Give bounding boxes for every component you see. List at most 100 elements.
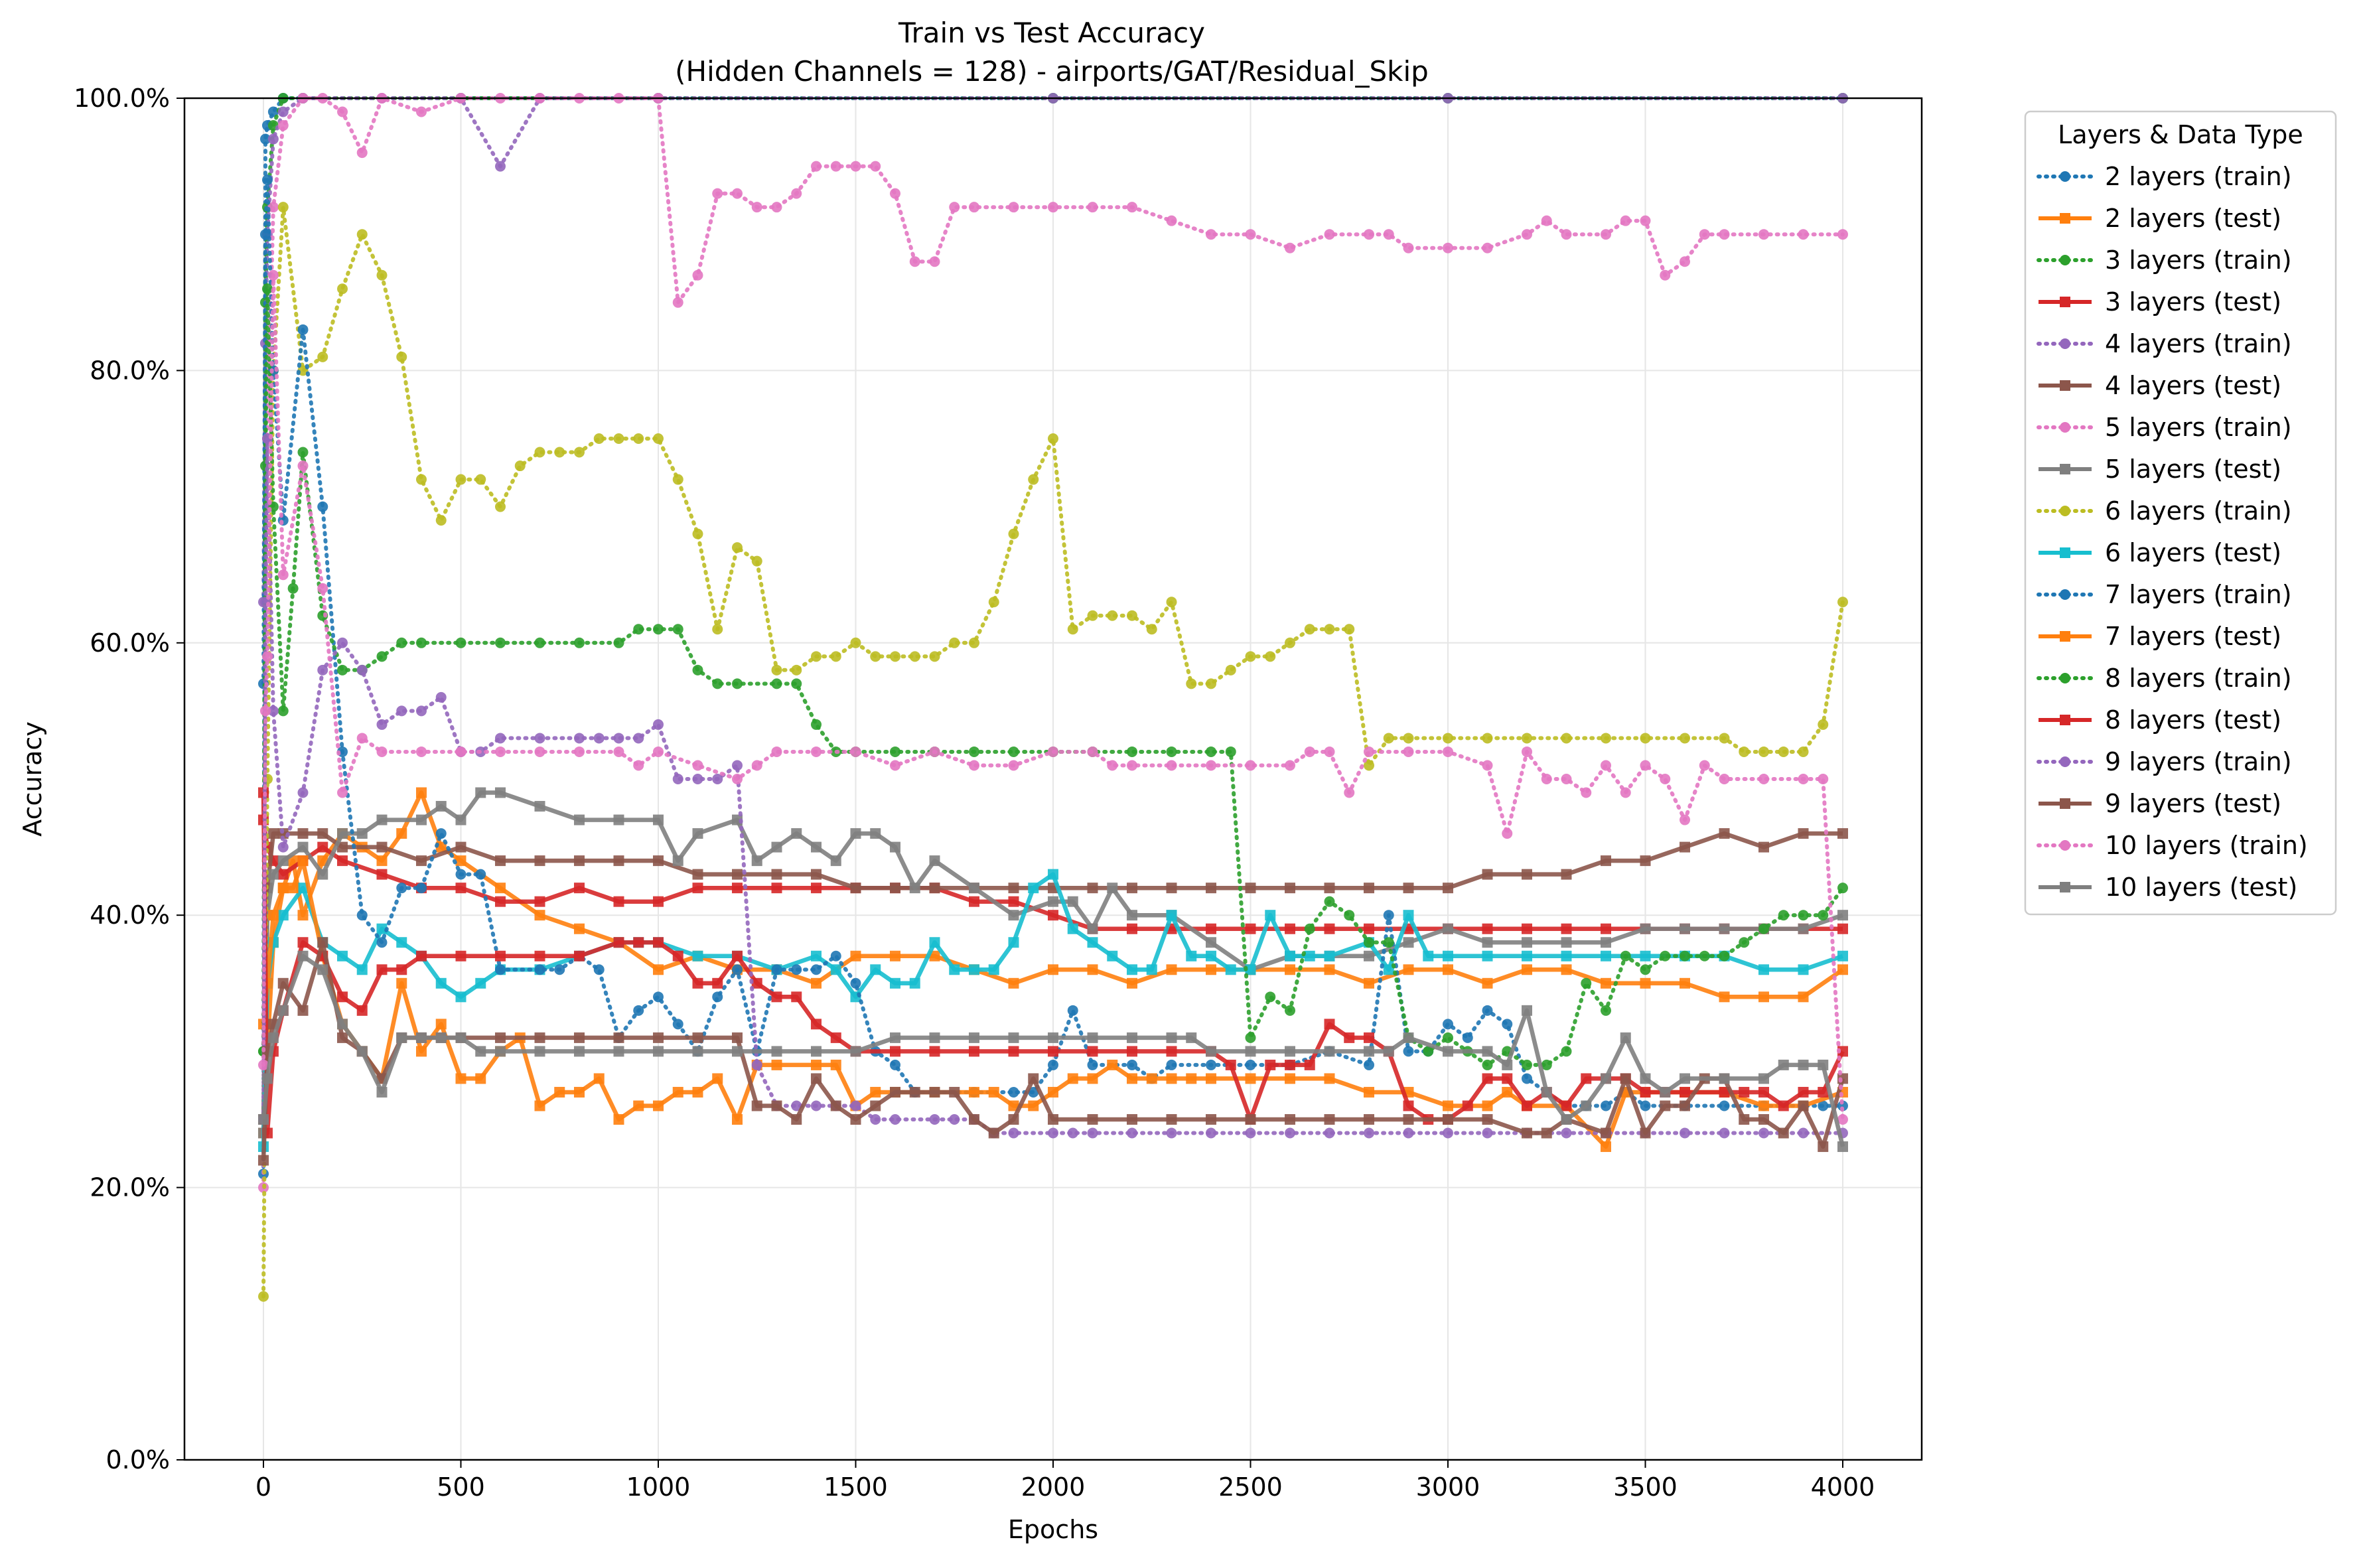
data-point <box>1443 1100 1453 1111</box>
data-point <box>1680 733 1690 744</box>
data-point <box>435 1032 447 1043</box>
data-point <box>1798 1127 1809 1139</box>
data-point <box>258 1059 269 1070</box>
data-point <box>277 569 289 581</box>
data-point <box>969 760 979 771</box>
data-point <box>1087 964 1098 975</box>
data-point <box>475 474 486 485</box>
data-point <box>1837 597 1848 608</box>
data-point <box>1324 1019 1335 1030</box>
data-point <box>1245 229 1256 240</box>
data-point <box>830 1059 841 1070</box>
data-point <box>593 733 605 744</box>
data-point <box>771 964 782 975</box>
data-point <box>455 950 466 962</box>
data-point <box>396 637 407 648</box>
data-point <box>337 637 348 648</box>
data-point <box>534 1032 545 1043</box>
data-point <box>1719 828 1730 839</box>
data-point <box>416 950 427 962</box>
data-point <box>1048 1059 1058 1070</box>
data-point <box>1620 1073 1631 1084</box>
data-point <box>1482 760 1493 771</box>
data-point <box>811 964 822 975</box>
legend-label: 7 layers (train) <box>2105 580 2292 609</box>
data-point <box>1699 229 1710 240</box>
data-point <box>1403 883 1414 894</box>
data-point <box>396 705 407 717</box>
data-point <box>1048 1127 1058 1139</box>
data-point <box>633 733 644 744</box>
data-point <box>1640 923 1651 934</box>
data-point <box>1245 1059 1256 1070</box>
data-point <box>1166 964 1177 975</box>
data-point <box>890 1114 900 1125</box>
data-point <box>1778 1059 1789 1070</box>
data-point <box>1522 964 1532 975</box>
data-point <box>1581 1073 1592 1084</box>
data-point <box>277 106 289 117</box>
data-point <box>870 1114 881 1125</box>
legend-entry: 7 layers (train) <box>2037 580 2292 609</box>
data-point <box>1364 1086 1374 1098</box>
data-point <box>1383 937 1394 948</box>
data-point <box>495 733 506 744</box>
data-point <box>909 256 920 267</box>
data-point <box>1403 242 1414 253</box>
data-point <box>1127 746 1137 757</box>
data-point <box>1166 1032 1177 1043</box>
data-point <box>1324 1073 1335 1084</box>
data-point <box>435 515 447 526</box>
data-point <box>297 461 309 472</box>
data-point <box>1364 950 1374 962</box>
data-point <box>337 991 348 1003</box>
data-point <box>1146 1073 1157 1084</box>
data-point <box>534 746 545 757</box>
data-point <box>613 814 624 825</box>
data-point <box>613 433 624 444</box>
data-point <box>1522 950 1532 962</box>
data-point <box>1837 1141 1848 1153</box>
series-10-layers-train <box>258 269 1848 1125</box>
data-point <box>475 869 486 880</box>
data-point <box>455 1073 466 1084</box>
data-point <box>1206 950 1216 962</box>
data-point <box>1818 1086 1829 1098</box>
data-point <box>1798 991 1809 1003</box>
series-8-layers-train <box>258 283 1848 1070</box>
data-point <box>732 964 743 975</box>
y-axis-ticks: 0.0% 20.0% 40.0% 60.0% 80.0% 100.0% <box>74 84 184 1474</box>
data-point <box>969 1114 979 1125</box>
data-point <box>1383 229 1394 240</box>
data-point <box>791 1100 802 1111</box>
data-point <box>890 651 900 662</box>
data-point <box>949 202 960 213</box>
data-point <box>1482 977 1493 989</box>
data-point <box>534 896 545 907</box>
data-point <box>1364 760 1374 771</box>
data-point <box>396 977 407 989</box>
data-point <box>1166 1046 1177 1057</box>
data-point <box>554 447 565 458</box>
data-point <box>337 1019 348 1030</box>
data-point <box>1285 964 1295 975</box>
data-point <box>1601 855 1611 867</box>
legend: Layers & Data Type 2 layers (train)2 lay… <box>2024 110 2337 916</box>
data-point <box>791 964 802 975</box>
data-point <box>969 1032 979 1043</box>
legend-marker <box>2060 798 2070 809</box>
data-point <box>1837 964 1848 975</box>
data-point <box>1601 760 1611 771</box>
data-point <box>1127 977 1137 989</box>
data-point <box>1304 746 1315 757</box>
data-point <box>1265 651 1276 662</box>
data-point <box>356 733 368 744</box>
data-point <box>791 991 802 1003</box>
data-point <box>1166 597 1177 608</box>
series-line <box>261 287 1845 1067</box>
data-point <box>692 1086 703 1098</box>
data-point <box>1837 828 1848 839</box>
legend-entry: 8 layers (test) <box>2039 705 2281 735</box>
